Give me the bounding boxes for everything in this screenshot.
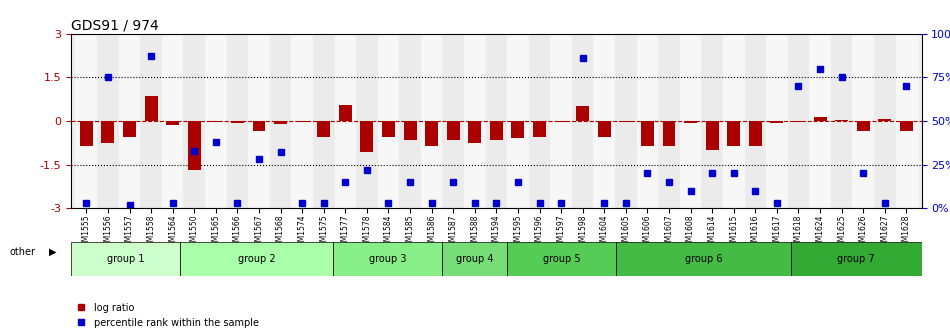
Bar [183, 34, 205, 208]
FancyBboxPatch shape [442, 242, 507, 276]
Bar [792, 121, 805, 122]
Bar [356, 34, 378, 208]
FancyBboxPatch shape [71, 242, 180, 276]
Bar [426, 121, 438, 146]
Bar [684, 121, 697, 123]
Text: GDS91 / 974: GDS91 / 974 [71, 18, 159, 33]
Bar [728, 121, 740, 146]
Bar [879, 119, 891, 121]
Bar [144, 96, 158, 121]
Bar [446, 121, 460, 140]
Bar [835, 120, 848, 121]
Bar [766, 34, 788, 208]
Bar [874, 34, 896, 208]
Bar [619, 121, 633, 122]
Bar [275, 121, 287, 124]
Bar [443, 34, 464, 208]
Bar [490, 121, 503, 140]
Bar [577, 107, 589, 121]
Bar [813, 117, 826, 121]
Bar [162, 34, 183, 208]
Bar [339, 105, 352, 121]
Bar [334, 34, 356, 208]
Bar [680, 34, 701, 208]
FancyBboxPatch shape [507, 242, 617, 276]
Bar [382, 121, 395, 137]
Bar [317, 121, 331, 137]
Text: other: other [10, 247, 35, 257]
Bar [598, 121, 611, 137]
Text: group 5: group 5 [543, 254, 580, 264]
Bar [770, 121, 784, 123]
Bar [788, 34, 809, 208]
Bar [313, 34, 334, 208]
Bar [533, 121, 546, 137]
Bar [209, 121, 222, 122]
Bar [511, 121, 524, 138]
Bar [270, 34, 292, 208]
Bar [464, 34, 485, 208]
Bar [227, 34, 248, 208]
Bar [749, 121, 762, 146]
Bar [253, 121, 265, 131]
Bar [529, 34, 550, 208]
Bar [188, 121, 200, 170]
Bar [900, 121, 913, 131]
Bar [572, 34, 594, 208]
Bar [701, 34, 723, 208]
FancyBboxPatch shape [790, 242, 922, 276]
Bar [594, 34, 615, 208]
Bar [809, 34, 831, 208]
Bar [641, 121, 654, 146]
FancyBboxPatch shape [617, 242, 790, 276]
Bar [896, 34, 917, 208]
Bar [360, 121, 373, 152]
Bar [706, 121, 718, 150]
Bar [468, 121, 482, 143]
Bar [205, 34, 227, 208]
Bar [555, 121, 567, 122]
Bar [507, 34, 529, 208]
Bar [662, 121, 675, 146]
Bar [831, 34, 852, 208]
Text: group 1: group 1 [107, 254, 144, 264]
Bar [76, 34, 97, 208]
Bar [124, 121, 136, 137]
Bar [636, 34, 658, 208]
Bar [378, 34, 399, 208]
Text: group 3: group 3 [369, 254, 406, 264]
FancyBboxPatch shape [180, 242, 332, 276]
Bar [852, 34, 874, 208]
Bar [404, 121, 416, 140]
Bar [292, 34, 313, 208]
Text: group 6: group 6 [685, 254, 722, 264]
Bar [399, 34, 421, 208]
FancyBboxPatch shape [332, 242, 442, 276]
Bar [658, 34, 680, 208]
Bar [166, 121, 180, 125]
Text: ▶: ▶ [49, 247, 57, 257]
Bar [102, 121, 114, 143]
Bar [141, 34, 162, 208]
Bar [80, 121, 93, 146]
Bar [615, 34, 636, 208]
Legend: log ratio, percentile rank within the sample: log ratio, percentile rank within the sa… [76, 303, 258, 328]
Bar [723, 34, 745, 208]
Bar [295, 121, 309, 122]
Bar [97, 34, 119, 208]
Bar [119, 34, 141, 208]
Bar [421, 34, 443, 208]
Text: group 7: group 7 [837, 254, 875, 264]
Text: group 2: group 2 [238, 254, 276, 264]
Bar [231, 121, 244, 123]
Bar [745, 34, 766, 208]
Bar [248, 34, 270, 208]
Bar [550, 34, 572, 208]
Text: group 4: group 4 [456, 254, 493, 264]
Bar [485, 34, 507, 208]
Bar [857, 121, 869, 131]
